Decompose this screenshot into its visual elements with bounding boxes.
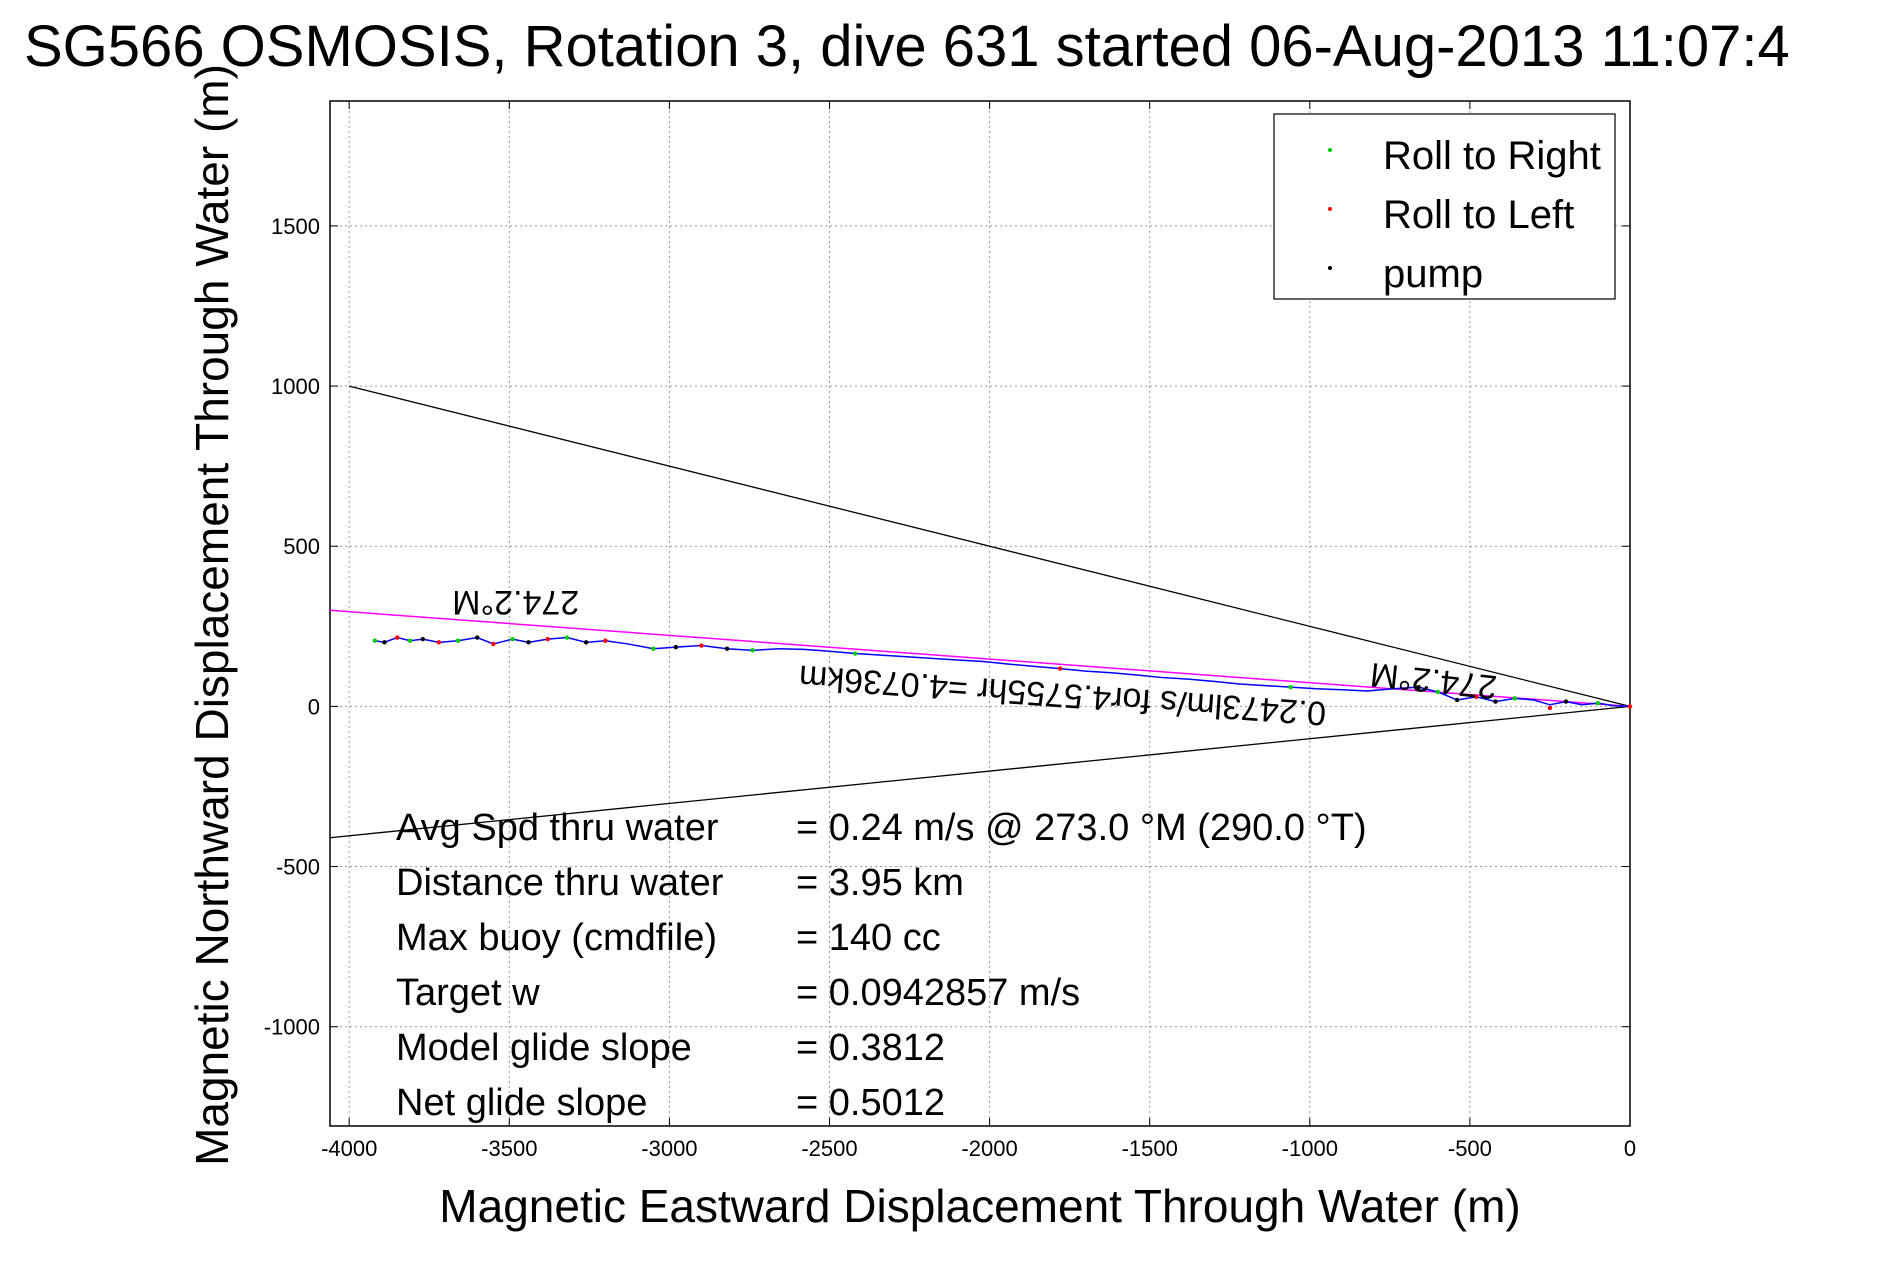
x-tick-label: 0 (1624, 1136, 1636, 1161)
roll-left-point (395, 635, 400, 640)
roll-right-point (1512, 696, 1517, 701)
y-tick-label: -500 (276, 855, 320, 880)
y-tick-label: 500 (283, 534, 320, 559)
x-tick-label: -3000 (641, 1136, 697, 1161)
roll-right-point (510, 636, 515, 642)
y-tick-label: 0 (308, 694, 320, 719)
roll-left-point (603, 638, 608, 643)
pump-point (724, 646, 730, 651)
pump-point (475, 635, 480, 640)
stat-value: = 0.0942857 m/s (796, 972, 1080, 1014)
pump-point (382, 640, 387, 645)
x-tick-label: -1500 (1122, 1136, 1178, 1161)
roll-left-point (1474, 694, 1479, 699)
stat-value: = 3.95 km (796, 862, 964, 904)
pump-point (1454, 697, 1460, 703)
track-line (374, 636, 1631, 708)
legend: Roll to Right Roll to Left pump (1273, 113, 1616, 300)
roll-right-point (852, 651, 858, 656)
x-tick-label: -500 (1448, 1136, 1492, 1161)
x-tick-label: -2000 (961, 1136, 1017, 1161)
y-axis-label: Magnetic Northward Displacement Through … (186, 64, 238, 1166)
roll-left-point (699, 643, 704, 648)
x-tick-label: -1000 (1282, 1136, 1338, 1161)
y-tick-label: 1500 (271, 214, 320, 239)
stat-label: Target w (396, 972, 540, 1014)
track-series (374, 636, 1631, 708)
heading-annotation: 274.2°M (1368, 655, 1498, 706)
stat-label: Net glide slope (396, 1082, 647, 1124)
roll-left-point (545, 636, 550, 642)
legend-marker (1328, 148, 1332, 152)
fit-line (329, 609, 1631, 708)
pump-point (583, 640, 589, 645)
heading-annotation: 274.2°M (452, 583, 579, 621)
track-points (372, 635, 1633, 711)
x-tick-label: -3500 (481, 1136, 537, 1161)
legend-label: Roll to Left (1383, 193, 1574, 237)
roll-left-point (491, 641, 496, 647)
y-tick-label: -1000 (264, 1015, 320, 1040)
stat-label: Distance thru water (396, 862, 724, 904)
roll-right-point (455, 638, 461, 643)
pump-point (420, 636, 426, 642)
roll-left-point (1547, 705, 1553, 711)
roll-right-point (1595, 700, 1601, 706)
stat-value: = 0.24 m/s @ 273.0 °M (290.0 °T) (796, 807, 1367, 849)
pump-point (673, 644, 679, 650)
roll-right-point (372, 638, 378, 643)
stats-block: Avg Spd thru water = 0.24 m/s @ 273.0 °M … (396, 807, 1367, 1124)
stat-label: Avg Spd thru water (396, 807, 719, 849)
pump-point (1563, 699, 1569, 704)
roll-right-point (1288, 684, 1293, 690)
legend-label: pump (1383, 252, 1483, 296)
roll-right-point (407, 638, 413, 643)
roll-right-point (1435, 689, 1441, 695)
x-tick-label: -2500 (801, 1136, 857, 1161)
stat-value: = 0.5012 (796, 1082, 945, 1124)
legend-marker (1328, 207, 1332, 211)
pump-point (526, 640, 531, 645)
pump-point (1416, 684, 1421, 690)
stat-label: Model glide slope (396, 1027, 692, 1069)
reference-lines (329, 385, 1631, 839)
stat-value: = 140 cc (796, 917, 941, 959)
x-axis-label: Magnetic Eastward Displacement Through W… (439, 1180, 1520, 1232)
heading-cone-line (349, 385, 1631, 708)
x-ticks: -4000 -3500 -3000 -2500 -2000 -1500 -1000 -500 0 (321, 101, 1636, 1161)
legend-marker (1328, 266, 1332, 270)
pump-point (1493, 699, 1498, 704)
stat-label: Max buoy (cmdfile) (396, 917, 717, 959)
plot-frame (329, 100, 1631, 1127)
y-tick-label: 1000 (271, 374, 320, 399)
roll-left-point (1627, 704, 1633, 709)
stat-value: = 0.3812 (796, 1027, 945, 1069)
roll-right-point (651, 646, 656, 651)
x-tick-label: -4000 (321, 1136, 377, 1161)
legend-label: Roll to Right (1383, 134, 1601, 178)
roll-left-point (1057, 666, 1063, 671)
roll-right-point (750, 648, 755, 653)
roll-right-point (564, 635, 570, 640)
heading-cone-line (329, 705, 1631, 839)
roll-left-point (436, 640, 442, 645)
y-ticks: -1000 -500 0 500 1000 1500 (264, 214, 1630, 1040)
chart-title: SG566 OSMOSIS, Rotation 3, dive 631 star… (24, 14, 1790, 79)
